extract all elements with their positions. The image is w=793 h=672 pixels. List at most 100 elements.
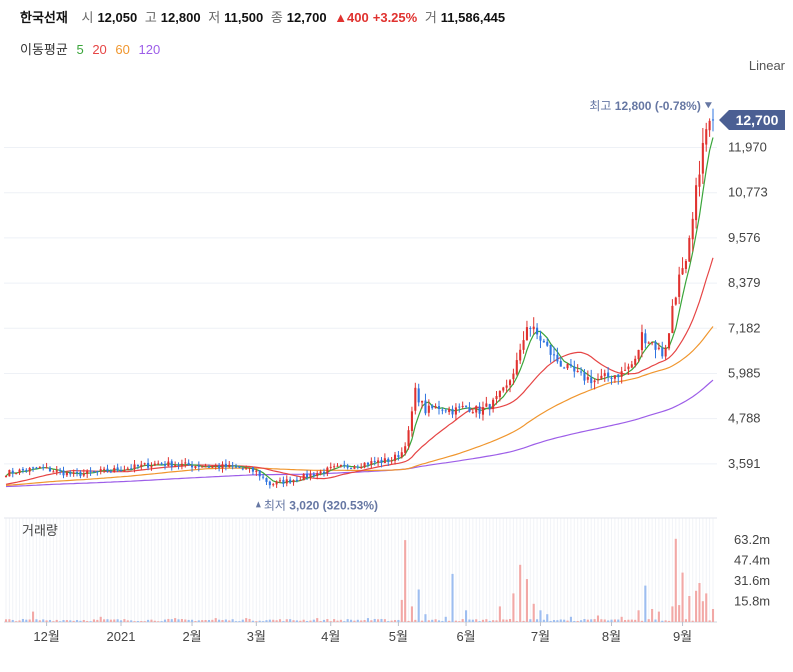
candle-body	[312, 474, 315, 476]
candle-body	[640, 332, 644, 351]
volume-bar	[248, 618, 251, 622]
candle-body	[52, 471, 55, 473]
candle-body	[576, 371, 579, 373]
volume-bar	[512, 593, 515, 622]
volume-bar	[424, 614, 427, 622]
candle-body	[678, 274, 681, 297]
volume-bar	[586, 619, 589, 622]
volume-bar	[651, 609, 654, 622]
candle-body	[434, 406, 437, 409]
candle-body	[106, 468, 109, 472]
candle-body	[55, 470, 58, 472]
volume-bar	[326, 619, 329, 622]
candle-body	[316, 473, 319, 477]
ma-legend-item-20[interactable]: 20	[92, 42, 107, 57]
volume-bar	[502, 619, 505, 622]
volume-bar	[184, 619, 187, 622]
candle-body	[468, 407, 471, 412]
volume-bar	[664, 620, 667, 622]
ma-legend-item-60[interactable]: 60	[115, 42, 130, 57]
candle-body	[116, 467, 119, 471]
last-price-tag	[719, 109, 785, 130]
volume-bar	[48, 619, 52, 622]
candle-body	[590, 377, 593, 384]
volume-bar	[204, 619, 207, 622]
volume-bar	[471, 619, 474, 622]
volume-bar	[370, 620, 373, 622]
volume-bar	[610, 619, 613, 622]
candle-body	[508, 380, 512, 386]
volume-bar	[72, 620, 75, 622]
volume-bar	[583, 619, 586, 622]
candle-body	[184, 462, 187, 464]
candle-body	[552, 354, 556, 356]
volume-bar	[55, 619, 58, 622]
candle-body	[282, 479, 285, 484]
candle-body	[485, 403, 488, 407]
volume-bar	[18, 620, 21, 622]
volume-bar	[336, 620, 339, 622]
candle-body	[380, 459, 383, 463]
close-label: 종	[270, 10, 283, 25]
candle-body	[211, 466, 214, 468]
volume-bar	[333, 619, 336, 622]
candle-body	[667, 333, 671, 349]
volume-bar	[387, 621, 390, 622]
volume-bar	[174, 618, 177, 622]
volume-bar	[133, 621, 136, 622]
candle-body	[390, 460, 393, 462]
candle-body	[634, 358, 637, 365]
candle-body	[113, 467, 116, 472]
volume-bar	[400, 599, 403, 622]
candle-body	[231, 465, 234, 467]
candle-body	[207, 466, 211, 468]
volume-bar	[593, 619, 596, 622]
stock-name[interactable]: 한국선재	[20, 10, 68, 25]
volume-bar	[52, 621, 55, 622]
volume-bar	[441, 620, 444, 622]
candle-body	[163, 463, 167, 466]
candle-body	[644, 333, 647, 344]
candle-body	[475, 406, 478, 413]
ma20-line	[5, 257, 714, 485]
candle-body	[262, 476, 265, 478]
candle-body	[657, 347, 660, 349]
volume-bar	[681, 572, 684, 622]
candle-body	[278, 480, 282, 482]
candle-body	[498, 391, 501, 398]
candle-body	[319, 471, 322, 474]
high-annotation-marker	[704, 102, 712, 109]
volume-bar	[515, 621, 518, 622]
candle-body	[309, 474, 312, 477]
candle-body	[654, 341, 657, 350]
price-tick-label: 5,985	[728, 365, 761, 380]
candle-body	[414, 387, 417, 411]
candle-body	[228, 464, 231, 467]
volume-bar	[363, 620, 366, 622]
candle-body	[393, 454, 397, 461]
candle-body	[505, 385, 508, 388]
candle-body	[99, 469, 102, 472]
ma-legend-item-5[interactable]: 5	[76, 42, 84, 57]
candle-body	[569, 364, 572, 366]
x-tick-label: 6월	[456, 629, 475, 644]
scale-mode-toggle[interactable]: Linear	[748, 58, 785, 73]
candle-body	[35, 467, 38, 469]
volume-bar	[495, 620, 498, 622]
volume-bar	[218, 619, 221, 622]
volume-bar	[478, 621, 481, 622]
candle-body	[549, 344, 552, 355]
candle-body	[8, 470, 11, 477]
volume-bar	[640, 620, 644, 622]
candle-body	[174, 465, 177, 467]
candle-body	[454, 407, 457, 415]
candle-body	[586, 377, 589, 380]
open-value: 12,050	[97, 10, 138, 25]
candle-body	[201, 466, 204, 468]
volume-bar	[536, 619, 539, 622]
candle-body	[600, 375, 603, 379]
volume-bar	[221, 620, 224, 622]
ma-legend-item-120[interactable]: 120	[138, 42, 161, 57]
candle-body	[441, 409, 444, 411]
